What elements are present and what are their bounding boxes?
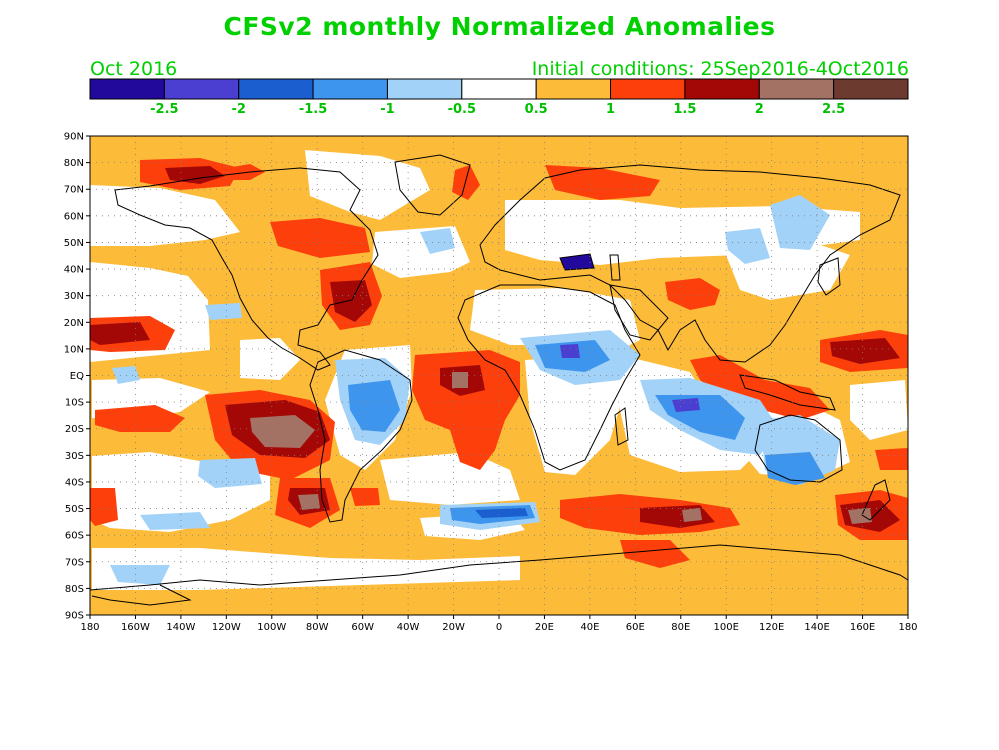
colorbar-label: -0.5 bbox=[448, 102, 476, 117]
lon-label: 0 bbox=[496, 622, 502, 633]
anomaly-dark-blue-regions bbox=[475, 254, 700, 518]
lat-label: 40S bbox=[65, 477, 84, 488]
colorbar: -2.5 -2 -1.5 -1 -0.5 0.5 1 1.5 2 2.5 bbox=[89, 78, 909, 117]
colorbar-swatch bbox=[684, 78, 760, 100]
lat-label: 10S bbox=[65, 398, 84, 409]
lat-label: 60S bbox=[65, 531, 84, 542]
lon-label: 40E bbox=[580, 622, 599, 633]
lon-label: 180 bbox=[80, 622, 99, 633]
valid-month: Oct 2016 bbox=[90, 58, 178, 80]
initial-conditions: Initial conditions: 25Sep2016-4Oct2016 bbox=[531, 58, 909, 80]
coastlines bbox=[89, 154, 909, 606]
lat-label: 90N bbox=[64, 132, 84, 143]
colorbar-swatch bbox=[535, 78, 612, 100]
lon-label: 80E bbox=[671, 622, 690, 633]
map-title: CFSv2 monthly Normalized Anomalies bbox=[223, 12, 776, 41]
lat-label: 20S bbox=[65, 424, 84, 435]
lon-label: 160E bbox=[850, 622, 875, 633]
lat-label: 30S bbox=[65, 451, 84, 462]
lon-label: 100W bbox=[257, 622, 286, 633]
latitude-axis: 90N 80N 70N 60N 50N 40N 30N 20N 10N EQ 10S 20S 30S 40… bbox=[64, 132, 90, 622]
lat-label: 10N bbox=[64, 344, 84, 355]
lat-label: 20N bbox=[64, 318, 84, 329]
colorbar-swatch bbox=[758, 78, 835, 100]
colorbar-swatch bbox=[610, 78, 686, 100]
lat-label: 50S bbox=[65, 504, 84, 515]
colorbar-label: 1 bbox=[606, 102, 615, 117]
lat-label: 60N bbox=[64, 211, 84, 222]
anomaly-brown-regions bbox=[250, 372, 872, 524]
colorbar-swatch bbox=[89, 78, 165, 100]
colorbar-label: -1.5 bbox=[299, 102, 327, 117]
lon-label: 180 bbox=[898, 622, 917, 633]
colorbar-label: 2.5 bbox=[822, 102, 845, 117]
lon-label: 80W bbox=[306, 622, 329, 633]
colorbar-label: -1 bbox=[380, 102, 394, 117]
lon-label: 140E bbox=[804, 622, 829, 633]
colorbar-swatch bbox=[461, 78, 537, 100]
colorbar-swatch bbox=[312, 78, 388, 100]
lon-label: 120W bbox=[212, 622, 241, 633]
gridlines bbox=[90, 136, 908, 615]
lon-label: 60E bbox=[626, 622, 645, 633]
colorbar-swatch bbox=[386, 78, 463, 100]
lat-label: 70S bbox=[65, 557, 84, 568]
lon-label: 120E bbox=[759, 622, 784, 633]
longitude-axis: 180 160W 140W 120W 100W 80W 60W 40W 20W 0 20E 40E 60… bbox=[80, 615, 918, 633]
lon-label: 20E bbox=[535, 622, 554, 633]
colorbar-swatch bbox=[833, 78, 909, 100]
lat-label: 70N bbox=[64, 185, 84, 196]
lat-label: 30N bbox=[64, 291, 84, 302]
lon-label: 40W bbox=[397, 622, 420, 633]
lon-label: 160W bbox=[121, 622, 150, 633]
colorbar-label: 0.5 bbox=[525, 102, 548, 117]
colorbar-label: -2 bbox=[232, 102, 246, 117]
lat-label: 80S bbox=[65, 584, 84, 595]
colorbar-label: 1.5 bbox=[673, 102, 696, 117]
colorbar-swatch bbox=[238, 78, 314, 100]
colorbar-label: 2 bbox=[755, 102, 764, 117]
colorbar-swatch bbox=[163, 78, 240, 100]
lat-label: 90S bbox=[65, 611, 84, 622]
lon-label: 100E bbox=[714, 622, 739, 633]
colorbar-label: -2.5 bbox=[150, 102, 178, 117]
lat-label: 40N bbox=[64, 265, 84, 276]
lon-label: 20W bbox=[442, 622, 465, 633]
lon-label: 140W bbox=[166, 622, 195, 633]
lat-label: EQ bbox=[70, 371, 84, 382]
lat-label: 80N bbox=[64, 158, 84, 169]
lat-label: 50N bbox=[64, 238, 84, 249]
lon-label: 60W bbox=[351, 622, 374, 633]
